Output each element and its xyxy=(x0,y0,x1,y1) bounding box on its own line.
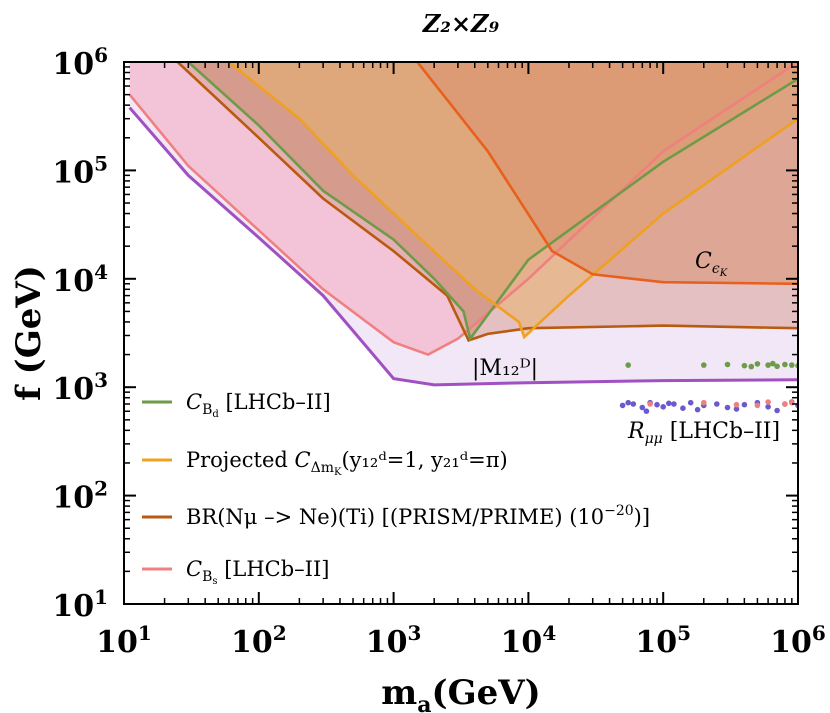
scatter-point-0-7 xyxy=(680,405,686,412)
annotation-r-mumu: Rμμ [LHCb–II] xyxy=(627,419,780,447)
axis-ticks xyxy=(123,61,799,605)
scatter-point-2-6 xyxy=(774,363,780,370)
scatter-point-0-17 xyxy=(625,399,631,406)
y-tick-label: 101 xyxy=(52,585,108,624)
scatter-point-0-1 xyxy=(630,401,637,407)
x-tick-label: 104 xyxy=(501,621,557,660)
scatter-point-0-10 xyxy=(714,401,720,407)
scatter-point-1-2 xyxy=(733,401,740,408)
curve-m12 xyxy=(128,106,798,387)
x-axis-label-sub: a xyxy=(417,692,431,713)
scatter-point-1-0 xyxy=(647,401,653,407)
scatter-point-2-2 xyxy=(724,361,731,368)
scatter-point-2-3 xyxy=(741,362,748,369)
scatter-point-2-5 xyxy=(765,362,771,368)
scatter-point-0-21 xyxy=(733,406,740,412)
scatter-point-2-10 xyxy=(748,363,755,370)
scatter-point-0-5 xyxy=(660,404,666,410)
x-axis-label: ma(GeV) xyxy=(381,673,540,713)
scatter-point-0-22 xyxy=(774,407,780,414)
x-tick-label: 103 xyxy=(366,621,422,660)
scatter-point-1-1 xyxy=(701,399,707,406)
scatter-point-0-0 xyxy=(619,402,626,409)
y-tick-label: 102 xyxy=(52,477,108,516)
scatter-point-1-3 xyxy=(765,399,771,405)
scatter-point-2-1 xyxy=(701,362,707,368)
scatter-point-0-19 xyxy=(666,400,672,407)
scatter-point-1-4 xyxy=(782,401,788,407)
scatter-point-2-11 xyxy=(770,360,776,367)
x-tick-label: 102 xyxy=(231,621,287,660)
y-tick-label: 106 xyxy=(52,43,108,82)
scatter-point-0-12 xyxy=(741,401,748,408)
curves xyxy=(128,62,798,387)
legend-label-br: BR(Nμ –> Ne)(Ti) [(PRISM/PRIME) (10−20)] xyxy=(186,503,650,529)
curve-cbs xyxy=(128,62,798,357)
curve-br xyxy=(176,62,798,343)
scatter-point-0-20 xyxy=(694,406,701,413)
curve-dmk xyxy=(228,62,798,340)
x-tick-label: 101 xyxy=(96,621,152,660)
curve-ceps xyxy=(416,62,798,286)
legend: CBd [LHCb–II] Projected CΔmK(y₁₂ᵈ=1, y₂₁ᵈ… xyxy=(142,390,650,587)
scatter-point-2-7 xyxy=(782,361,788,368)
x-tick-label: 105 xyxy=(635,621,691,660)
scatter-point-0-18 xyxy=(643,408,650,415)
x-axis-label-unit: (GeV) xyxy=(432,673,541,713)
annotations: CϵK |M₁₂ᴰ| Rμμ [LHCb–II] xyxy=(472,249,780,447)
scatter-point-0-4 xyxy=(654,401,660,408)
scatter-point-0-6 xyxy=(671,401,677,407)
legend-label-cbs: CBs [LHCb–II] xyxy=(186,557,329,587)
scatter-point-2-0 xyxy=(625,362,631,368)
scatter-point-0-14 xyxy=(765,404,771,410)
legend-label-dmk: Projected CΔmK(y₁₂ᵈ=1, y₂₁ᵈ=π) xyxy=(186,448,508,478)
y-tick-label: 104 xyxy=(52,260,108,299)
legend-label-cbd: CBd [LHCb–II] xyxy=(186,390,331,420)
regions xyxy=(129,62,798,385)
plot-frame xyxy=(123,61,799,605)
x-tick-label: 106 xyxy=(770,621,826,660)
region-ceps xyxy=(417,62,798,284)
annotation-c-eps-k: CϵK xyxy=(695,249,728,279)
scatter-point-1-5 xyxy=(754,402,761,409)
scatter-point-2-4 xyxy=(754,361,761,367)
scatter-point-0-11 xyxy=(724,404,731,411)
curve-cbd xyxy=(187,62,798,342)
scatter-point-0-8 xyxy=(687,399,694,406)
x-axis-label-m: m xyxy=(381,673,417,713)
scatter-point-2-8 xyxy=(789,362,795,368)
y-axis-label: f (GeV) xyxy=(9,265,49,401)
chart-title: Z₂×Z₉ xyxy=(422,9,500,38)
y-tick-label: 105 xyxy=(52,151,108,190)
scatter-point-0-2 xyxy=(639,404,646,411)
tick-labels: 101 102 103 104 105 106 101 102 103 104 105 106 xyxy=(52,43,826,660)
annotation-m12: |M₁₂ᴰ| xyxy=(472,356,538,381)
y-tick-label: 103 xyxy=(52,368,108,407)
